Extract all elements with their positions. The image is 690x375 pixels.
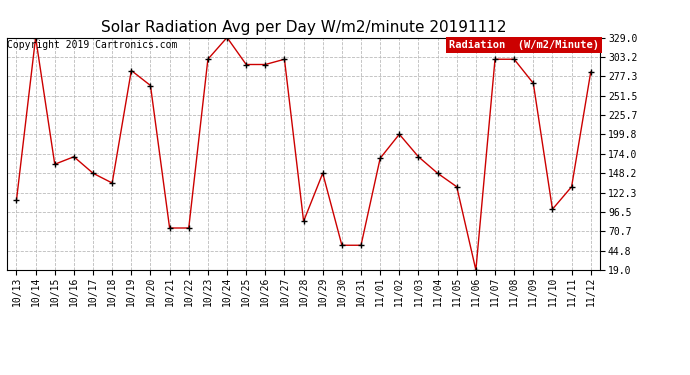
- Text: Copyright 2019 Cartronics.com: Copyright 2019 Cartronics.com: [8, 40, 178, 50]
- Text: Radiation  (W/m2/Minute): Radiation (W/m2/Minute): [449, 40, 599, 50]
- Title: Solar Radiation Avg per Day W/m2/minute 20191112: Solar Radiation Avg per Day W/m2/minute …: [101, 20, 506, 35]
